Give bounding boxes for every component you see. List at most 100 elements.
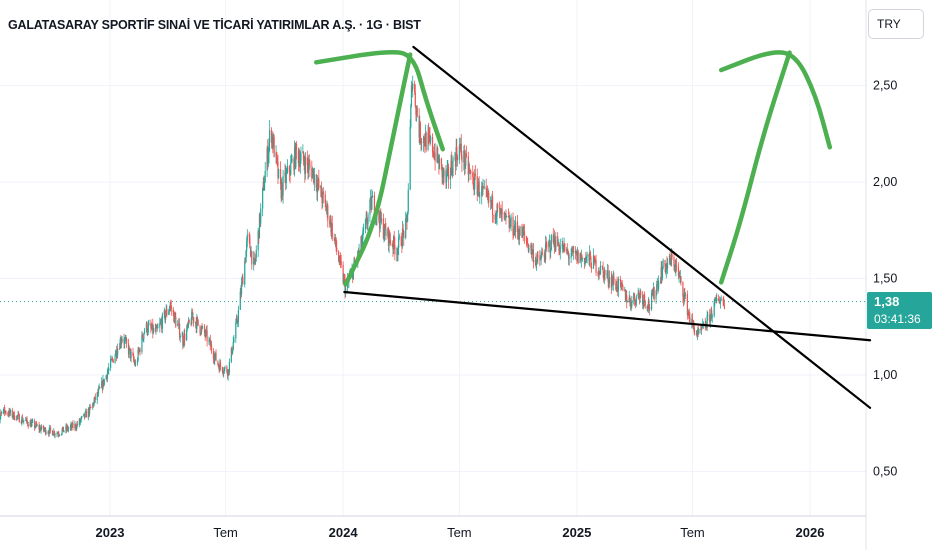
candle-body (674, 265, 676, 271)
symbol-title[interactable]: GALATASARAY SPORTİF SINAİ VE TİCARİ YATI… (8, 18, 421, 32)
candle-body (441, 164, 443, 177)
candle-body (562, 245, 565, 252)
candle-body (405, 217, 407, 219)
candle-body (388, 232, 390, 246)
candle-body (544, 242, 547, 260)
candle-body (70, 424, 72, 427)
candle-body (190, 322, 192, 325)
candle-body (555, 236, 557, 251)
candle-body (380, 211, 382, 222)
candle-body (539, 257, 541, 260)
candle-body (562, 244, 564, 252)
candle-body (163, 310, 165, 315)
candle-body (625, 295, 627, 301)
candle-body (403, 231, 405, 238)
candle-body (447, 166, 450, 180)
candle-body (196, 317, 198, 329)
candle-body (112, 359, 114, 363)
candle-body (370, 197, 372, 210)
candle-body (156, 326, 158, 329)
candle-body (700, 327, 703, 330)
candle-body (316, 183, 319, 193)
candle-body (558, 244, 560, 252)
candle-body (572, 249, 574, 253)
candle-body (275, 152, 277, 157)
candle-body (657, 282, 659, 289)
candle-body (513, 234, 515, 236)
candle-body (640, 292, 642, 295)
candle-body (709, 314, 711, 323)
candle-body (106, 375, 108, 379)
annotation-stroke[interactable] (718, 50, 833, 150)
candle-body (710, 310, 712, 315)
candle-body (635, 296, 637, 305)
candle-body (9, 410, 11, 414)
candle-body (125, 338, 127, 340)
candle-body (263, 182, 266, 191)
candle-body (442, 169, 444, 177)
candle-body (362, 229, 365, 231)
candle-body (226, 366, 228, 373)
candle-body (700, 328, 702, 330)
currency-button[interactable]: TRY (868, 9, 924, 39)
candle-body (419, 123, 421, 138)
candle-body (3, 407, 5, 411)
candle-body (286, 166, 289, 172)
candle-body (362, 230, 364, 240)
trendline[interactable] (343, 290, 872, 342)
annotation-stroke[interactable] (718, 50, 792, 285)
candle-body (460, 143, 462, 156)
candle-body (72, 423, 74, 428)
annotation-stroke[interactable] (343, 52, 413, 287)
candle-body (407, 189, 409, 212)
candle-body (25, 418, 27, 421)
candle-body (84, 412, 86, 418)
candle-body (397, 247, 399, 256)
candle-body (75, 428, 77, 429)
candle-body (563, 243, 565, 246)
candle-body (411, 86, 413, 89)
candle-body (398, 236, 400, 248)
candle-body (40, 429, 42, 432)
candle-body (592, 255, 595, 269)
candle-body (714, 297, 717, 300)
candle-body (245, 250, 247, 263)
candle-body (624, 289, 627, 301)
candle-body (284, 171, 286, 177)
candle-body (504, 213, 506, 214)
candle-body (306, 157, 308, 165)
candle-body (93, 400, 95, 406)
candle-body (597, 271, 600, 274)
candle-body (398, 236, 400, 237)
trendline[interactable] (412, 45, 872, 409)
candle-body (5, 411, 7, 414)
candle-body (465, 153, 467, 157)
candle-body (312, 168, 314, 172)
candle-body (711, 315, 713, 318)
candle-body (150, 323, 152, 328)
candle-body (649, 307, 651, 310)
hand-drawn-annotations[interactable] (314, 49, 833, 287)
candle-body (380, 218, 383, 222)
candle-body (682, 282, 684, 297)
candle-body (290, 162, 292, 175)
candle-body (214, 352, 216, 356)
candle-body (173, 312, 176, 323)
currency-label: TRY (877, 17, 901, 31)
candle-body (339, 256, 341, 264)
candle-body (481, 186, 483, 197)
candle-body (186, 324, 188, 330)
candle-body (647, 300, 650, 308)
candle-body (57, 433, 59, 435)
candle-body (151, 323, 153, 329)
candle-body (661, 268, 664, 279)
candle-body (213, 358, 215, 361)
candle-body (111, 358, 113, 360)
candle-body (414, 83, 416, 92)
trendlines[interactable] (343, 45, 872, 409)
candle-body (621, 283, 623, 287)
annotation-stroke[interactable] (314, 49, 446, 152)
candle-body (385, 229, 387, 237)
candle-body (629, 301, 632, 307)
